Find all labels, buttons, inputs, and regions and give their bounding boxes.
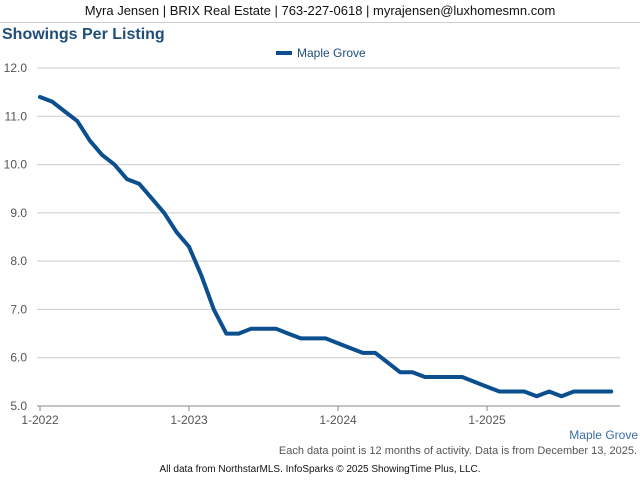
data-point[interactable] [597, 390, 601, 394]
y-tick-label: 5.0 [10, 399, 27, 413]
data-point[interactable] [373, 351, 377, 355]
data-point[interactable] [460, 375, 464, 379]
data-point[interactable] [199, 274, 203, 278]
data-point[interactable] [398, 370, 402, 374]
data-point[interactable] [311, 336, 315, 340]
data-point[interactable] [38, 95, 42, 99]
y-tick-label: 10.0 [4, 158, 28, 172]
data-point[interactable] [473, 380, 477, 384]
y-tick-label: 6.0 [10, 351, 27, 365]
data-point[interactable] [560, 394, 564, 398]
data-point[interactable] [187, 245, 191, 249]
data-point[interactable] [262, 327, 266, 331]
data-point[interactable] [212, 307, 216, 311]
data-point[interactable] [510, 390, 514, 394]
data-point[interactable] [175, 230, 179, 234]
data-point[interactable] [386, 361, 390, 365]
data-point[interactable] [274, 327, 278, 331]
data-point[interactable] [50, 100, 54, 104]
data-point[interactable] [125, 177, 129, 181]
data-point[interactable] [547, 390, 551, 394]
data-point[interactable] [162, 211, 166, 215]
y-tick-label: 8.0 [10, 254, 27, 268]
data-note: Each data point is 12 months of activity… [278, 445, 637, 457]
data-point[interactable] [435, 375, 439, 379]
data-point[interactable] [75, 119, 79, 123]
data-point[interactable] [113, 163, 117, 167]
series-label: Maple Grove [569, 428, 638, 442]
data-point[interactable] [237, 332, 241, 336]
data-point[interactable] [137, 182, 141, 186]
data-point[interactable] [522, 390, 526, 394]
legend[interactable]: Maple Grove [276, 46, 366, 60]
y-tick-label: 12.0 [4, 61, 28, 75]
data-point[interactable] [224, 332, 228, 336]
footer-credit: All data from NorthstarMLS. InfoSparks ©… [159, 464, 481, 475]
x-tick-label: 1-2025 [468, 413, 506, 427]
data-point[interactable] [286, 332, 290, 336]
data-point[interactable] [299, 336, 303, 340]
data-point[interactable] [485, 385, 489, 389]
series-line-maple-grove[interactable] [38, 95, 614, 399]
legend-label: Maple Grove [297, 46, 366, 60]
x-tick-label: 1-2022 [21, 413, 59, 427]
data-point[interactable] [63, 109, 67, 113]
header-text: Myra Jensen | BRIX Real Estate | 763-227… [84, 3, 556, 18]
data-point[interactable] [249, 327, 253, 331]
x-tick-label: 1-2024 [319, 413, 357, 427]
data-point[interactable] [423, 375, 427, 379]
data-point[interactable] [572, 390, 576, 394]
data-point[interactable] [100, 153, 104, 157]
y-tick-label: 7.0 [10, 302, 27, 316]
data-point[interactable] [609, 390, 613, 394]
data-point[interactable] [497, 390, 501, 394]
chart-title: Showings Per Listing [2, 26, 165, 43]
data-point[interactable] [88, 138, 92, 142]
data-point[interactable] [535, 394, 539, 398]
data-point[interactable] [361, 351, 365, 355]
data-point[interactable] [348, 346, 352, 350]
y-tick-label: 11.0 [5, 109, 28, 123]
data-point[interactable] [411, 370, 415, 374]
legend-swatch [276, 51, 292, 55]
header-bar: Myra Jensen | BRIX Real Estate | 763-227… [0, 0, 640, 23]
data-point[interactable] [324, 336, 328, 340]
data-point[interactable] [336, 341, 340, 345]
y-tick-label: 9.0 [10, 206, 27, 220]
data-point[interactable] [584, 390, 588, 394]
x-tick-label: 1-2023 [170, 413, 208, 427]
data-point[interactable] [150, 196, 154, 200]
data-point[interactable] [448, 375, 452, 379]
